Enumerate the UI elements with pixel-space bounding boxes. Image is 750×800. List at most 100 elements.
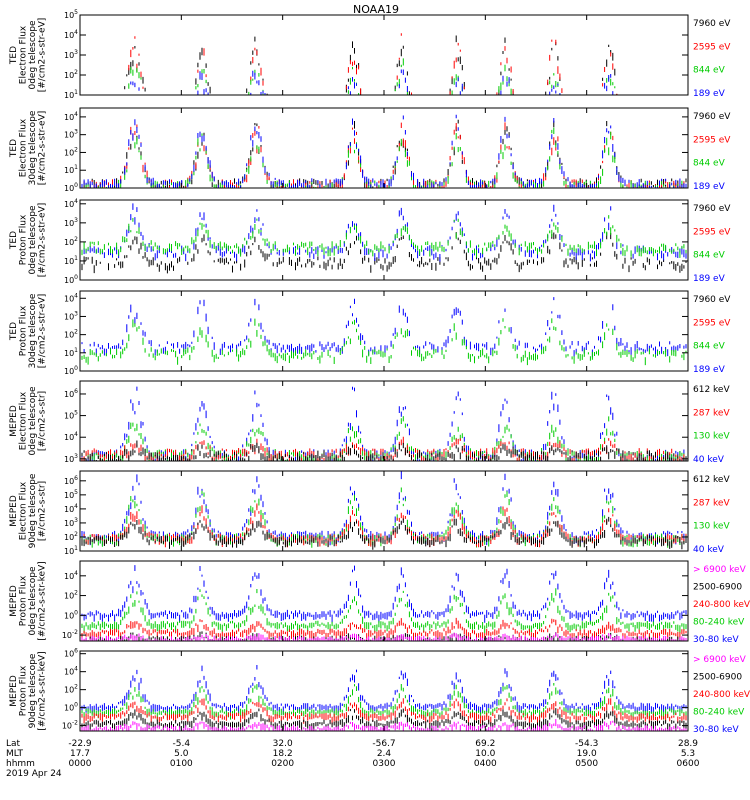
legend-entry: 189 eV <box>693 274 726 284</box>
footer-value: -54.3 <box>575 739 598 749</box>
series-mark <box>79 318 689 366</box>
series-1 <box>79 565 689 623</box>
legend-entry: 7960 eV <box>693 204 731 214</box>
footer-value: 0300 <box>373 759 396 769</box>
y-tick-label: 103 <box>64 217 78 228</box>
legend-entry: 7960 eV <box>693 19 731 29</box>
y-tick-label: 104 <box>64 29 78 40</box>
y-tick-label: 104 <box>64 111 78 122</box>
footer-value: 0400 <box>474 759 497 769</box>
y-tick-label: 102 <box>64 684 78 695</box>
y-tick-label: 103 <box>64 129 78 140</box>
series-1 <box>124 35 618 95</box>
footer-value: 28.9 <box>678 739 698 749</box>
legend-entry: 130 keV <box>693 432 730 442</box>
y-tick-label: 101 <box>64 545 78 556</box>
legend-entry: 844 eV <box>693 159 726 169</box>
legend-entry: 2500-6900 <box>693 673 742 683</box>
footer-value: -22.9 <box>68 739 92 749</box>
panel-frame <box>79 14 689 96</box>
y-axis-label: MEPEDProton Flux90deg telescope[#/cm2-s-… <box>9 651 48 730</box>
series-mark <box>79 119 689 188</box>
series-mark <box>128 58 616 95</box>
series-mark <box>81 232 689 274</box>
legend-entry: 189 eV <box>693 365 726 375</box>
footer-value: -5.4 <box>173 739 191 749</box>
footer-value: 19.0 <box>577 749 597 759</box>
y-tick-label: 103 <box>64 310 78 321</box>
footer-value: 18.2 <box>273 749 293 759</box>
legend-entry: 7960 eV <box>693 112 731 122</box>
series-2 <box>79 588 689 634</box>
series-mark <box>81 122 689 188</box>
series-3 <box>81 127 687 188</box>
y-axis-label: MEPEDElectron Flux90deg telescope[#/cm2-… <box>9 473 48 548</box>
footer-value: 5.0 <box>174 749 189 759</box>
y-tick-label: 105 <box>64 489 78 500</box>
series-1 <box>79 297 689 358</box>
y-tick-label: 104 <box>64 198 78 209</box>
y-tick-label: 102 <box>64 531 78 542</box>
y-tick-label: 105 <box>64 410 78 421</box>
footer-row-label: Lat <box>6 739 21 749</box>
series-mark <box>79 588 689 634</box>
panel-8: 10-2 100 102 104 106 MEPEDProton Flux90deg te… <box>9 648 750 735</box>
y-tick-label: 104 <box>64 666 78 677</box>
y-tick-label: 105 <box>64 9 78 20</box>
panel-7: 10-2 100 102 104 MEPEDProton Flux0deg telesc… <box>9 560 750 645</box>
legend-entry: 189 eV <box>693 89 726 99</box>
footer-value: 0100 <box>170 759 193 769</box>
series-2 <box>79 318 689 366</box>
y-tick-label: 106 <box>64 388 78 399</box>
y-tick-label: 101 <box>64 164 78 175</box>
legend-entry: > 6900 keV <box>693 655 747 665</box>
y-tick-label: 100 <box>64 365 78 376</box>
y-tick-label: 10-2 <box>62 629 78 640</box>
series-3 <box>128 58 616 95</box>
legend-entry: 2500-6900 <box>693 583 742 593</box>
legend-entry: 2595 eV <box>693 135 731 145</box>
y-tick-label: 101 <box>64 89 78 100</box>
y-tick-label: 101 <box>64 347 78 358</box>
series-1 <box>81 232 689 274</box>
legend-entry: 844 eV <box>693 66 726 76</box>
legend-entry: 130 keV <box>693 522 730 532</box>
y-tick-label: 104 <box>64 292 78 303</box>
legend-entry: 80-240 keV <box>693 708 745 718</box>
y-tick-label: 104 <box>64 431 78 442</box>
y-tick-label: 103 <box>64 49 78 60</box>
y-tick-label: 100 <box>64 702 78 713</box>
legend-entry: 30-80 keV <box>693 725 739 735</box>
y-tick-label: 102 <box>64 69 78 80</box>
y-tick-label: 103 <box>64 453 78 464</box>
chart-title: NOAA19 <box>353 3 399 16</box>
y-tick-label: 104 <box>64 503 78 514</box>
legend-entry: 844 eV <box>693 251 726 261</box>
series-mark <box>79 114 687 188</box>
y-tick-label: 106 <box>64 475 78 486</box>
footer-value: 5.3 <box>681 749 695 759</box>
y-tick-label: 100 <box>64 182 78 193</box>
y-tick-label: 100 <box>64 609 78 620</box>
legend-entry: 844 eV <box>693 342 726 352</box>
legend-entry: 612 keV <box>693 475 730 485</box>
legend-entry: 30-80 keV <box>693 635 739 645</box>
series-2 <box>81 122 689 188</box>
footer-value: 0200 <box>271 759 294 769</box>
legend-entry: 287 keV <box>693 408 730 418</box>
panel-1: 101 102 103 104 105 TEDElectron Flux0deg tele… <box>9 9 731 100</box>
footer-value: -56.7 <box>372 739 395 749</box>
series-mark <box>81 127 687 188</box>
series-mark <box>79 665 689 715</box>
series-1 <box>79 119 689 188</box>
panel-frame <box>79 380 689 462</box>
footer-value: 32.0 <box>273 739 293 749</box>
chart-footer: Lat -22.9 -5.4 32.0 -56.7 69.2 -54.3 28.9 MLT 17.… <box>6 739 700 779</box>
panel-2: 100 101 102 103 104 TEDElectron Flux30deg tel… <box>9 107 731 193</box>
footer-value: 0500 <box>575 759 598 769</box>
series-mark <box>124 35 618 95</box>
y-tick-label: 102 <box>64 329 78 340</box>
legend-entry: 2595 eV <box>693 42 731 52</box>
series-mark <box>79 471 689 546</box>
